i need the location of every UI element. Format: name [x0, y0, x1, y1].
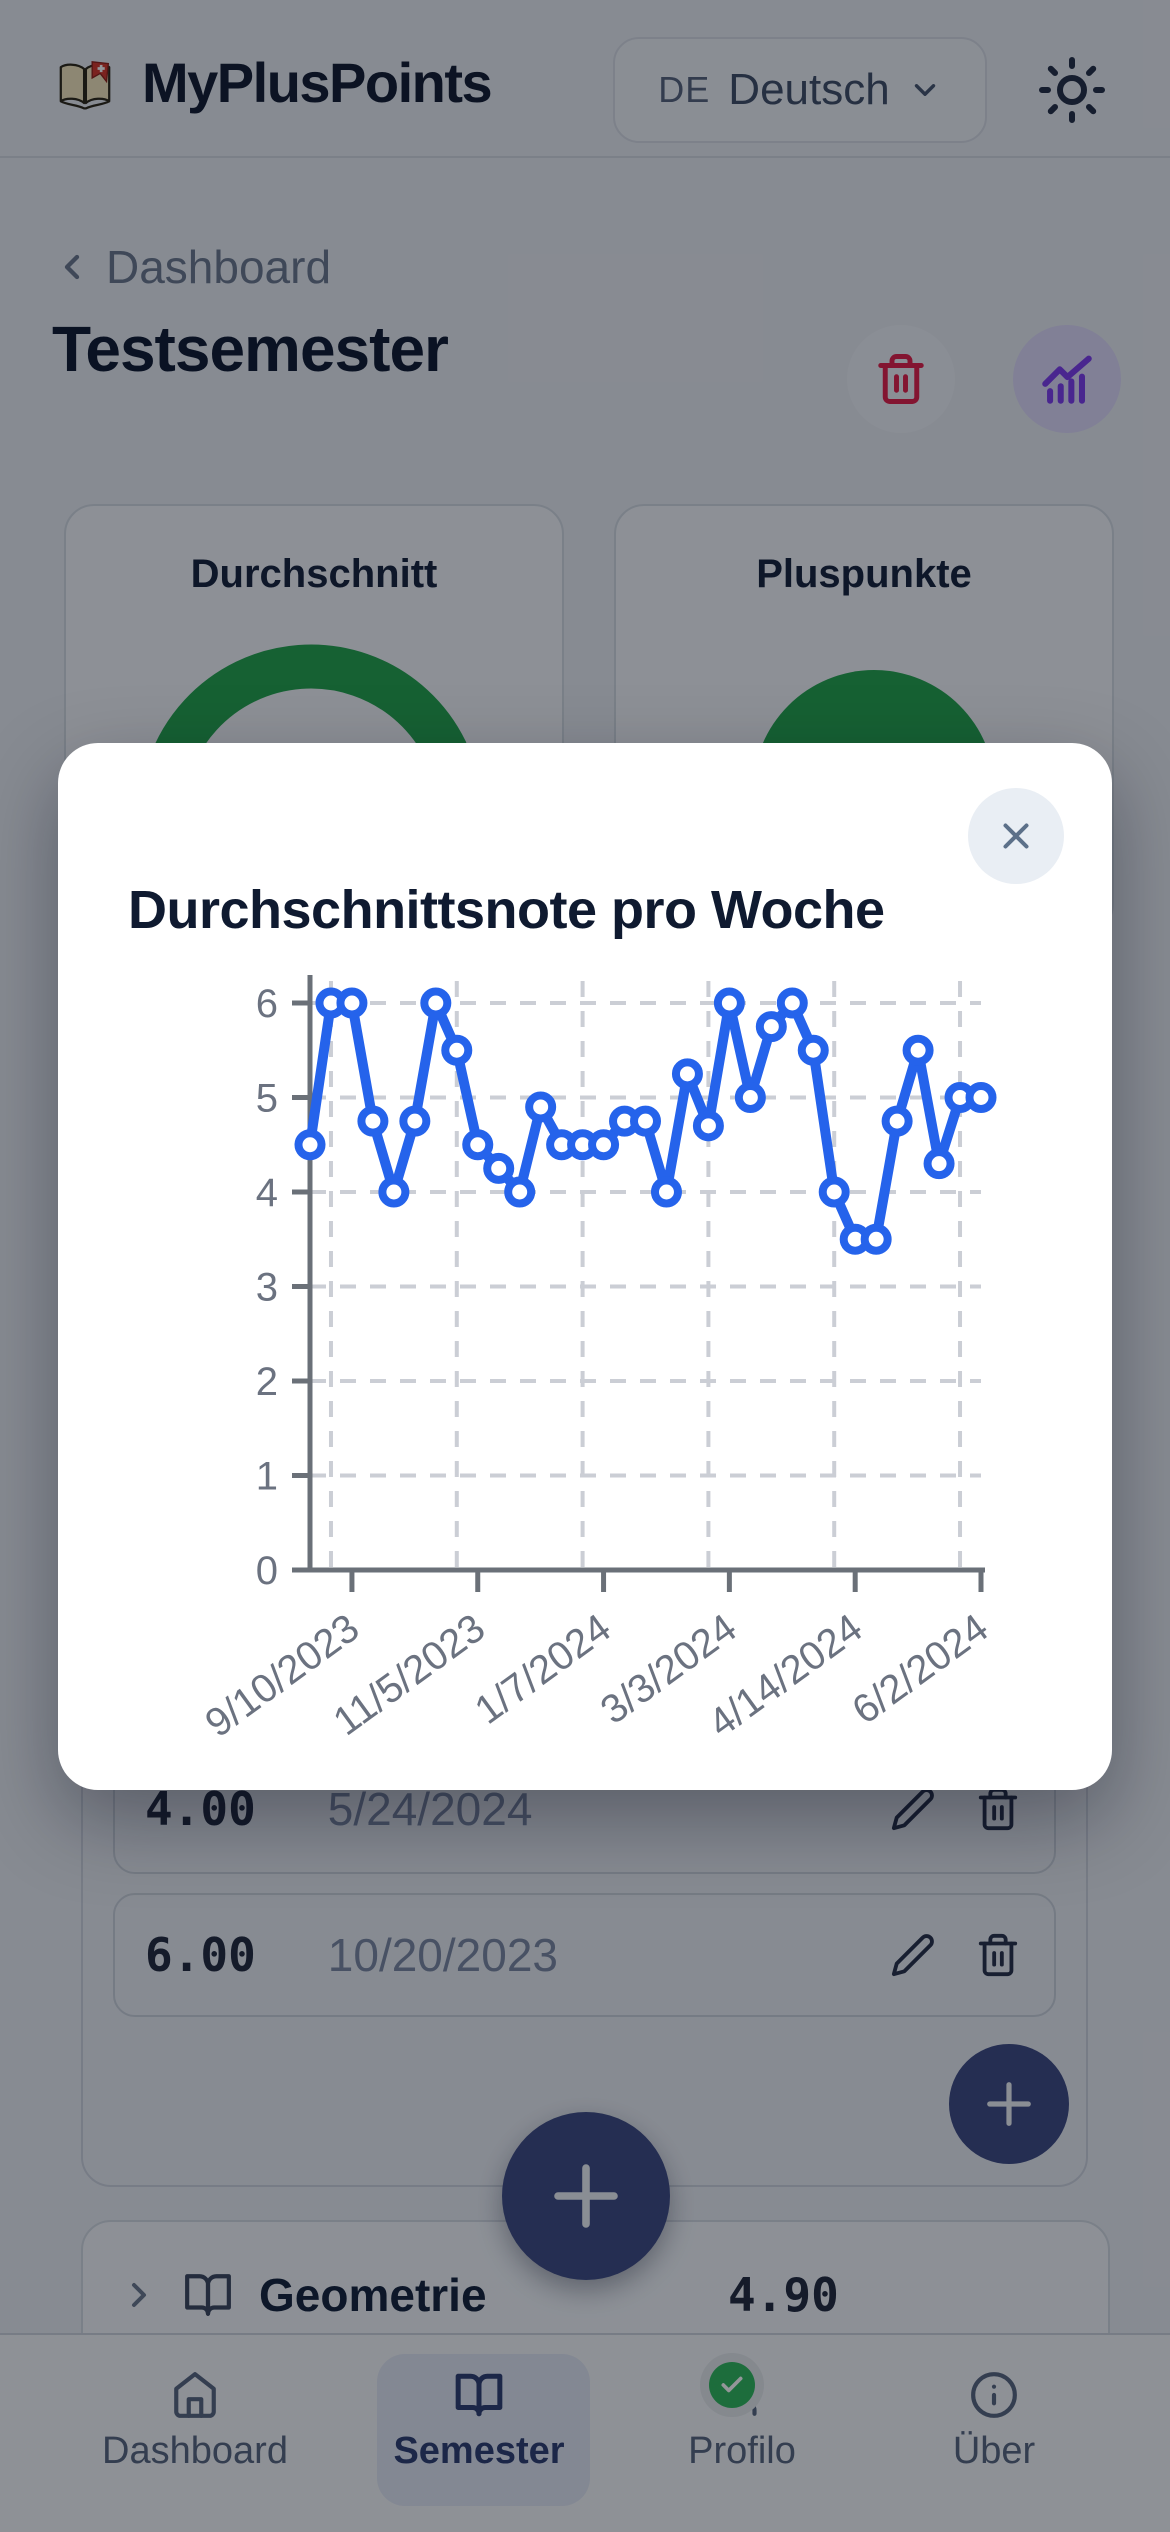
weekly-average-chart: 0 1 2 3 4 5 6 9/10/2023 11/5/2023 1/7/2024 3/3/202… [58, 955, 1112, 1755]
show-chart-button[interactable] [1013, 325, 1121, 433]
breadcrumb-back[interactable]: Dashboard [52, 240, 331, 294]
chevron-left-icon [64, 254, 80, 280]
delete-semester-button[interactable] [847, 325, 955, 433]
open-book-icon [185, 2274, 231, 2316]
add-subject-button[interactable] [502, 2112, 670, 2280]
tab-label: Dashboard [102, 2430, 288, 2472]
plus-icon [554, 2164, 618, 2228]
svg-text:6: 6 [256, 982, 278, 1026]
grade-date: 10/20/2023 [327, 1929, 559, 1981]
subject-average: 4.90 [728, 2268, 839, 2322]
language-code: DE [658, 69, 711, 110]
profile-status-badge [709, 2362, 755, 2408]
modal-title: Durchschnittsnote pro Woche [128, 880, 885, 940]
edit-grade-button[interactable] [890, 1932, 936, 1978]
tab-label: Über [952, 2430, 1036, 2472]
open-book-icon [455, 2373, 503, 2417]
grade-date: 5/24/2024 [327, 1783, 533, 1835]
pluspoints-card-title: Pluspunkte [756, 552, 972, 596]
back-label: Dashboard [106, 241, 332, 293]
add-grade-button[interactable] [949, 2044, 1069, 2164]
delete-grade-button[interactable] [975, 1932, 1021, 1978]
tab-dashboard[interactable]: Dashboard [85, 2370, 305, 2473]
bottom-tab-bar: Dashboard Semester Profilo Über [0, 2333, 1170, 2532]
home-icon [174, 2372, 216, 2418]
app-header: MyPlusPoints DE Deutsch [0, 0, 1170, 158]
language-name: Deutsch [728, 65, 890, 114]
bar-chart-trend-icon [1042, 355, 1092, 404]
close-icon [1003, 823, 1029, 849]
svg-text:3: 3 [256, 1266, 278, 1310]
sun-icon [1039, 57, 1105, 123]
svg-text:1/7/2024: 1/7/2024 [467, 1606, 619, 1733]
language-selector[interactable]: DE Deutsch [613, 37, 987, 143]
svg-text:0: 0 [256, 1549, 278, 1593]
delete-grade-button[interactable] [975, 1786, 1021, 1832]
grade-row[interactable]: 6.00 10/20/2023 [113, 1893, 1056, 2017]
check-icon [721, 2376, 743, 2393]
trash-icon [878, 354, 924, 404]
page-title: Testsemester [52, 313, 449, 385]
trash-icon [978, 1933, 1018, 1977]
grade-value: 4.00 [145, 1782, 256, 1836]
tab-about[interactable]: Über [884, 2370, 1104, 2473]
tab-label: Profilo [688, 2430, 796, 2472]
edit-grade-button[interactable] [890, 1786, 936, 1832]
svg-text:2: 2 [256, 1360, 278, 1404]
grade-value: 6.00 [145, 1928, 256, 1982]
app-title: MyPlusPoints [142, 51, 493, 114]
average-card-title: Durchschnitt [190, 552, 438, 596]
tab-semester[interactable]: Semester [369, 2370, 589, 2473]
trash-icon [978, 1787, 1018, 1831]
close-modal-button[interactable] [968, 788, 1064, 884]
app-logo-book-icon [59, 61, 111, 110]
svg-text:4: 4 [256, 1171, 278, 1215]
svg-text:5: 5 [256, 1077, 278, 1121]
chevron-down-icon [914, 84, 935, 96]
tab-label: Semester [393, 2430, 565, 2472]
theme-toggle-button[interactable] [1030, 48, 1114, 132]
svg-text:6/2/2024: 6/2/2024 [844, 1606, 996, 1733]
pencil-icon [891, 1934, 934, 1977]
subject-name: Geometrie [259, 2269, 487, 2321]
svg-text:1: 1 [256, 1455, 278, 1499]
info-icon [971, 2372, 1017, 2418]
plus-icon [987, 2082, 1031, 2126]
chart-modal: Durchschnittsnote pro Woche 0 1 2 3 4 5 6 9/10/… [58, 743, 1112, 1790]
line-chart: 01234569/10/202311/5/20231/7/20243/3/202… [197, 975, 997, 1746]
pencil-icon [891, 1788, 934, 1831]
chevron-right-icon[interactable] [119, 2273, 159, 2317]
subject-row: Geometrie 4.90 [83, 2262, 1108, 2328]
